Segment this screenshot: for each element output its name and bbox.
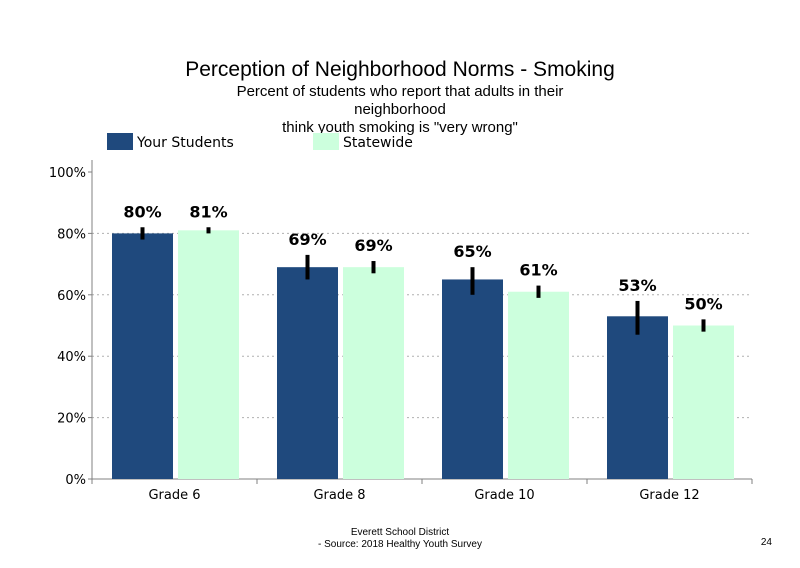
y-tick-label: 20% [57,412,86,427]
data-label: 80% [123,202,161,221]
legend-swatch [107,133,133,150]
subtitle-line-2: think youth smoking is "very wrong" [282,119,518,136]
page-number: 24 [760,537,772,548]
bar-your-students [112,233,173,479]
data-label: 69% [354,236,392,255]
legend-swatch [313,133,339,150]
data-label: 69% [288,230,326,249]
footer-district: Everett School District [350,527,450,538]
bar-your-students [277,267,338,479]
data-label: 53% [618,276,656,295]
bar-statewide [178,230,239,479]
category-label: Grade 8 [313,488,365,503]
y-tick-label: 60% [57,289,86,304]
y-tick-label: 0% [65,473,86,488]
bar-your-students [442,279,503,479]
category-label: Grade 6 [148,488,200,503]
data-label: 50% [684,294,722,313]
y-tick-label: 80% [57,227,86,242]
y-tick-label: 100% [49,166,86,181]
footer-source: - Source: 2018 Healthy Youth Survey [318,539,482,550]
bar-statewide [343,267,404,479]
category-label: Grade 10 [474,488,534,503]
legend-label: Statewide [343,135,413,151]
chart-title: Perception of Neighborhood Norms - Smoki… [185,58,615,81]
subtitle-line-1: Percent of students who report that adul… [236,83,564,118]
data-label: 61% [519,261,557,280]
chart-subtitle: Percent of students who report that adul… [200,83,600,137]
data-label: 81% [189,202,227,221]
y-tick-label: 40% [57,350,86,365]
footer: Everett School District - Source: 2018 H… [250,527,550,551]
bar-statewide [673,325,734,479]
legend-label: Your Students [136,135,234,151]
category-label: Grade 12 [639,488,699,503]
bar-your-students [607,316,668,479]
data-label: 65% [453,242,491,261]
bar-statewide [508,291,569,479]
